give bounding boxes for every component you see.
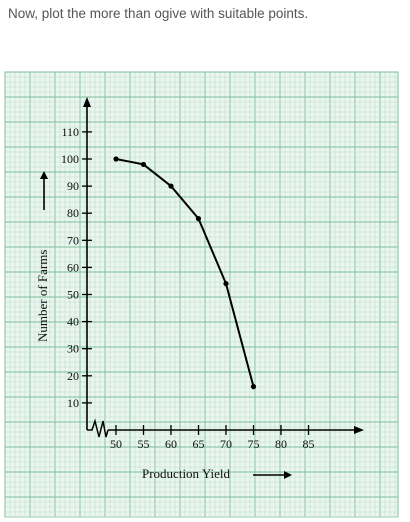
data-point [141,162,146,167]
x-tick-label: 50 [110,437,122,451]
x-axis-title: Production Yield [142,466,230,481]
x-tick-label: 70 [220,437,232,451]
y-tick-label: 20 [67,369,79,383]
data-point [251,384,256,389]
y-tick-label: 80 [67,206,79,220]
x-tick-label: 75 [248,437,260,451]
y-tick-label: 40 [67,315,79,329]
data-point [223,281,228,286]
y-tick-label: 100 [61,152,79,166]
x-tick-label: 65 [193,437,205,451]
y-tick-label: 50 [67,288,79,302]
data-point [168,184,173,189]
x-tick-label: 80 [275,437,287,451]
y-axis-title: Number of Farms [35,250,50,342]
x-tick-label: 60 [165,437,177,451]
y-tick-label: 110 [61,125,79,139]
y-tick-label: 70 [67,233,79,247]
y-tick-label: 30 [67,342,79,356]
y-tick-label: 10 [67,396,79,410]
y-tick-label: 60 [67,260,79,274]
data-point [113,156,118,161]
x-tick-label: 55 [138,437,150,451]
y-tick-label: 90 [67,179,79,193]
data-point [196,216,201,221]
x-tick-label: 85 [303,437,315,451]
